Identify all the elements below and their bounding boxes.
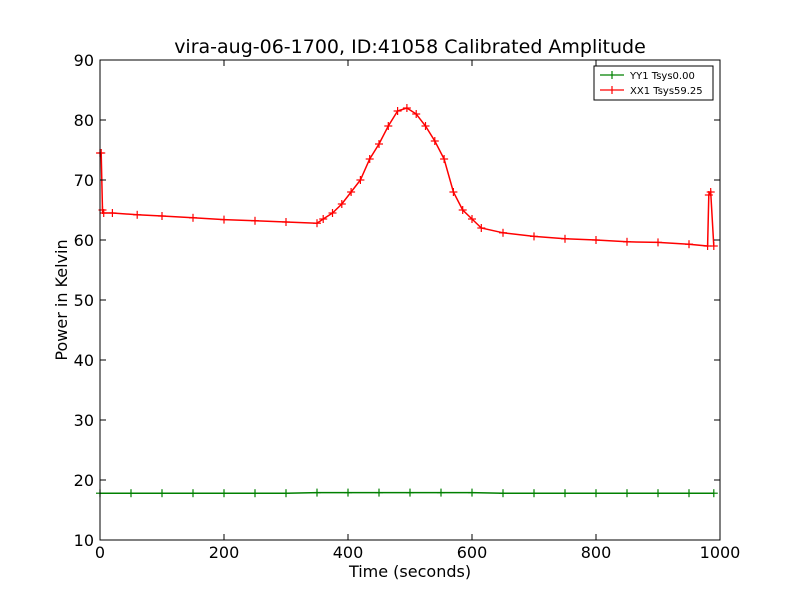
data-point <box>685 240 693 249</box>
data-point <box>393 107 402 115</box>
data-point <box>347 188 356 196</box>
x-tick-label: 800 <box>581 543 612 562</box>
data-point <box>99 209 108 217</box>
data-point <box>251 489 259 498</box>
data-point <box>706 188 715 196</box>
data-point <box>251 216 259 225</box>
data-point <box>458 206 467 214</box>
data-point <box>282 218 290 226</box>
legend-label: YY1 Tsys0.00 <box>629 71 695 82</box>
data-point <box>406 488 414 497</box>
data-point <box>344 488 352 497</box>
data-point <box>499 489 507 498</box>
data-point <box>449 188 458 196</box>
y-tick-label: 90 <box>74 51 94 70</box>
data-point <box>220 489 228 498</box>
y-tick-label: 30 <box>74 411 94 430</box>
data-point <box>337 200 346 208</box>
data-point <box>592 489 600 498</box>
data-point <box>189 489 197 498</box>
data-point <box>282 489 290 498</box>
data-point <box>499 228 507 237</box>
x-axis-label: Time (seconds) <box>348 562 471 581</box>
legend-label: XX1 Tsys59.25 <box>630 86 703 97</box>
data-point <box>133 210 142 219</box>
data-point <box>468 215 476 223</box>
legend-item: YY1 Tsys0.00 <box>600 71 695 82</box>
x-axis: 0 200 400 600 800 1000 <box>95 60 740 562</box>
data-point <box>158 489 166 498</box>
data-point <box>561 489 569 498</box>
data-point <box>328 209 337 217</box>
data-point <box>530 489 538 498</box>
y-axis-label: Power in Kelvin <box>52 239 71 360</box>
data-point <box>709 489 718 498</box>
plot-area-frame <box>99 59 721 541</box>
data-point <box>623 489 631 498</box>
data-point <box>592 236 600 244</box>
y-axis: 10 20 30 40 50 60 70 80 90 <box>74 51 720 550</box>
legend: YY1 Tsys0.00 XX1 Tsys59.25 <box>593 65 714 101</box>
legend-item: XX1 Tsys59.25 <box>600 86 703 97</box>
data-point <box>685 489 693 498</box>
data-point <box>319 215 328 223</box>
series-layer <box>96 104 718 498</box>
y-tick-label: 70 <box>74 171 94 190</box>
data-point <box>108 209 117 217</box>
data-point <box>709 242 718 250</box>
data-point <box>440 155 449 163</box>
x-tick-label: 600 <box>457 543 488 562</box>
data-point <box>654 238 662 247</box>
chart-title: vira-aug-06-1700, ID:41058 Calibrated Am… <box>174 36 646 58</box>
data-point <box>468 488 476 497</box>
data-point <box>375 488 383 497</box>
series-line-2 <box>100 107 715 247</box>
legend-box <box>593 65 714 101</box>
x-tick-label: 400 <box>333 543 364 562</box>
x-tick-label: 0 <box>95 543 105 562</box>
y-tick-label: 20 <box>74 471 94 490</box>
data-point <box>220 215 228 224</box>
data-point <box>623 237 631 246</box>
y-tick-label: 40 <box>74 351 94 370</box>
data-point <box>313 488 321 497</box>
data-point <box>530 232 538 241</box>
data-point <box>365 155 374 163</box>
data-point <box>412 110 421 118</box>
y-tick-label: 50 <box>74 291 94 310</box>
data-point <box>189 213 197 222</box>
y-tick-label: 60 <box>74 231 94 250</box>
data-point <box>313 219 321 228</box>
data-point <box>421 122 430 130</box>
y-tick-label: 80 <box>74 111 94 130</box>
data-point <box>127 489 135 498</box>
data-point <box>375 140 383 148</box>
data-point <box>437 488 445 497</box>
x-tick-label: 1000 <box>700 543 741 562</box>
data-point <box>384 122 393 130</box>
data-point <box>477 224 486 232</box>
data-point <box>97 149 106 157</box>
data-point <box>356 176 365 184</box>
y-tick-label: 10 <box>74 531 94 550</box>
data-point <box>402 104 411 112</box>
data-point <box>430 137 439 145</box>
data-point <box>654 489 662 498</box>
x-tick-label: 200 <box>209 543 240 562</box>
data-point <box>561 234 569 243</box>
data-point <box>158 212 166 220</box>
